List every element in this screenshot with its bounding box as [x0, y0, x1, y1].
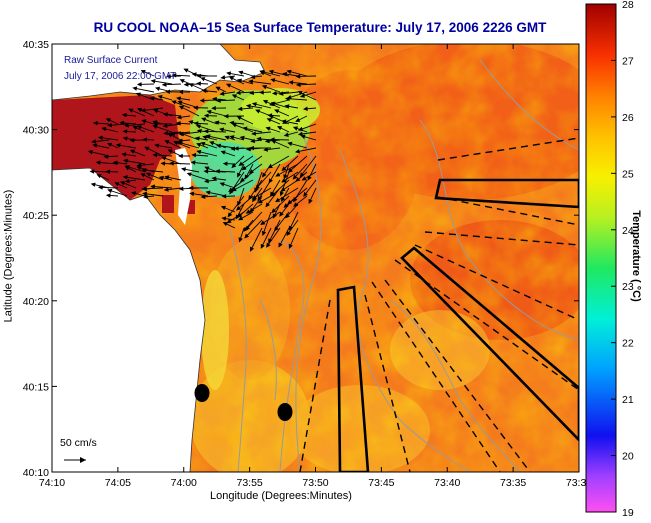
x-tick-label: 73:35 — [500, 477, 526, 489]
y-tick-label: 40:35 — [23, 39, 49, 51]
colorbar-tick-label: 22 — [622, 338, 634, 350]
y-tick-label: 40:30 — [23, 125, 49, 137]
y-tick-label: 40:20 — [23, 296, 49, 308]
colorbar-tick-label: 20 — [622, 451, 634, 463]
x-axis-label: Longitude (Degrees:Minutes) — [210, 490, 352, 502]
colorbar-tick-label: 21 — [622, 394, 634, 406]
y-axis-label: Latitude (Degrees:Minutes) — [2, 190, 14, 323]
x-tick-label: 73:50 — [302, 477, 328, 489]
colorbar-tick-label: 26 — [622, 112, 634, 124]
y-tick-label: 40:10 — [23, 467, 49, 479]
colorbar-label: Temperature ( °C) — [630, 210, 642, 302]
x-tick-label: 73:45 — [368, 477, 394, 489]
map-title: RU COOL NOAA–15 Sea Surface Temperature:… — [60, 20, 580, 35]
x-tick-label: 74:00 — [171, 477, 197, 489]
map-plot-area: Raw Surface Current July 17, 2006 22:00 … — [52, 40, 610, 480]
scale-label: 50 cm/s — [60, 437, 97, 449]
x-tick-label: 73:55 — [236, 477, 262, 489]
y-tick-label: 40:15 — [23, 381, 49, 393]
colorbar-tick-label: 27 — [622, 55, 634, 67]
legend-line-1: Raw Surface Current — [64, 55, 158, 66]
x-tick-label: 73:40 — [434, 477, 460, 489]
legend-line-2: July 17, 2006 22:00 GMT — [64, 71, 176, 82]
colorbar — [586, 4, 616, 512]
x-tick-label: 74:05 — [105, 477, 131, 489]
station-marker — [195, 384, 210, 402]
colorbar-tick-label: 28 — [622, 0, 634, 11]
harbor-warm-region — [162, 195, 174, 213]
sst-coastal-strip — [201, 270, 229, 390]
colorbar-tick-label: 25 — [622, 168, 634, 180]
y-tick-label: 40:25 — [23, 210, 49, 222]
colorbar-tick-label: 19 — [622, 507, 634, 518]
station-marker — [278, 403, 293, 421]
